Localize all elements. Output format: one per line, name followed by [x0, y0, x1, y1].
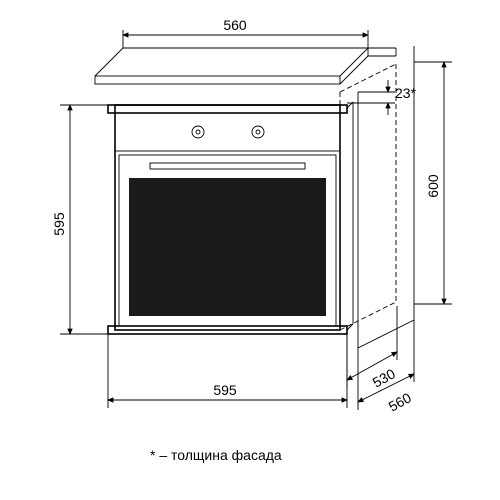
dim-cabinet-height: 600 [414, 62, 452, 304]
countertop-depth-back-left [95, 48, 123, 76]
dim-depth-inner: 530 [347, 306, 398, 391]
cavity-right-bottom-iso [340, 302, 396, 330]
dim-cabinet-height-label: 600 [425, 174, 441, 198]
footnote-text: * – толщина фасада [150, 447, 282, 463]
dim-facade-thickness-label: 23* [395, 85, 417, 101]
oven-door-glass [129, 178, 326, 316]
dim-facade-thickness: 23* [347, 80, 417, 115]
dim-front-width: 595 [108, 334, 347, 408]
dim-depth-inner-label: 530 [370, 365, 398, 390]
oven-body [108, 105, 347, 334]
dim-front-height-label: 595 [51, 212, 67, 236]
cabinet-side-bottom-iso [358, 320, 414, 348]
dim-front-height: 595 [51, 105, 108, 334]
oven-knob-right [252, 126, 264, 138]
dim-top-width-label: 560 [223, 17, 247, 33]
dim-front-width-label: 595 [213, 382, 237, 398]
countertop-front [95, 76, 340, 84]
oven-knob-left [192, 126, 204, 138]
oven-handle [150, 163, 305, 169]
oven-dimension-diagram: 560 595 600 23* 595 530 [0, 0, 500, 500]
countertop-depth-back-right [340, 48, 368, 76]
dim-top-width: 560 [123, 17, 368, 48]
dim-depth-outer-label: 560 [386, 389, 414, 414]
